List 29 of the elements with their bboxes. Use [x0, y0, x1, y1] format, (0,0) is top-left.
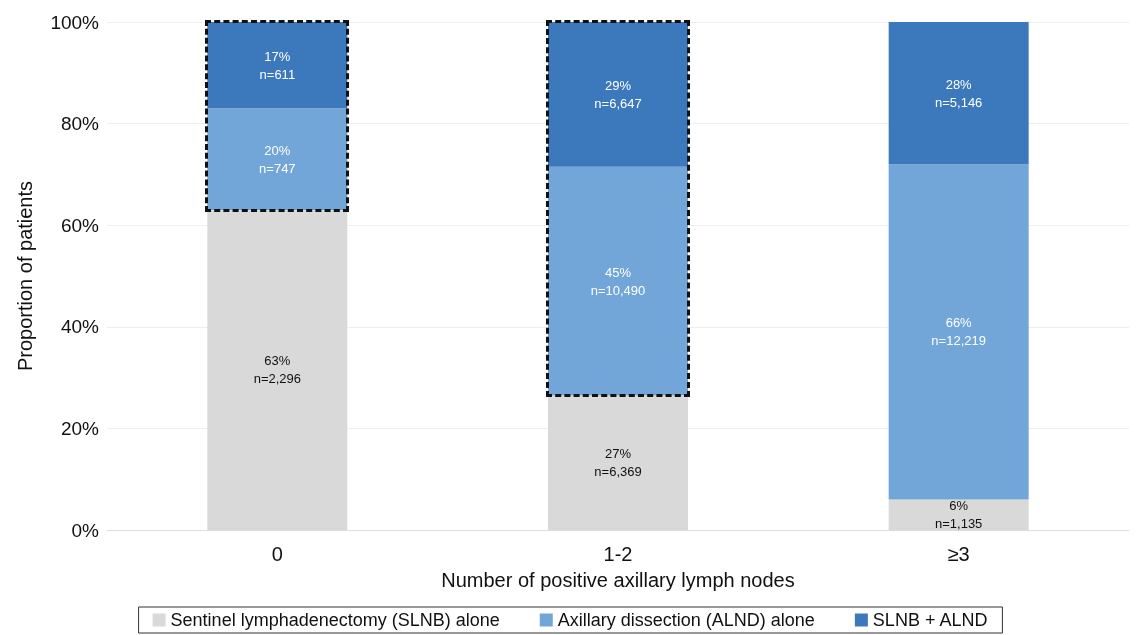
legend-label: SLNB + ALND [872, 610, 988, 630]
legend-label: Axillary dissection (ALND) alone [557, 610, 815, 630]
y-tick-label: 60% [60, 214, 100, 236]
y-tick-label: 20% [60, 417, 100, 439]
y-tick-label: 40% [60, 316, 100, 338]
x-tick-label: ≥3 [947, 543, 970, 565]
y-tick-label: 100% [50, 11, 100, 33]
x-tick-label: 0 [271, 543, 283, 565]
data-label: 63% n=2,296 [253, 353, 302, 387]
data-label: 20% n=747 [259, 142, 296, 176]
data-label: 17% n=611 [259, 48, 296, 82]
data-label: 66% n=12,219 [931, 315, 986, 349]
data-label: 6% n=1,135 [934, 498, 983, 532]
data-label: 29% n=6,647 [594, 77, 642, 111]
y-tick-label: 0% [71, 519, 100, 541]
x-axis-title: Number of positive axillary lymph nodes [441, 569, 795, 591]
bar [207, 22, 348, 109]
bar [548, 22, 688, 167]
data-label: 45% n=10,490 [590, 264, 646, 298]
bar [888, 22, 1029, 165]
y-axis-title: Proportion of patients [14, 180, 36, 372]
bar [207, 108, 348, 210]
bar [888, 164, 1029, 500]
y-tick-label: 80% [60, 113, 100, 135]
data-label: 28% n=5,146 [934, 76, 983, 110]
bar [548, 166, 688, 396]
legend-label: Sentinel lymphadenectomy (SLNB) alone [170, 610, 500, 630]
x-tick-label: 1-2 [603, 543, 633, 565]
data-label: 27% n=6,369 [594, 446, 642, 480]
